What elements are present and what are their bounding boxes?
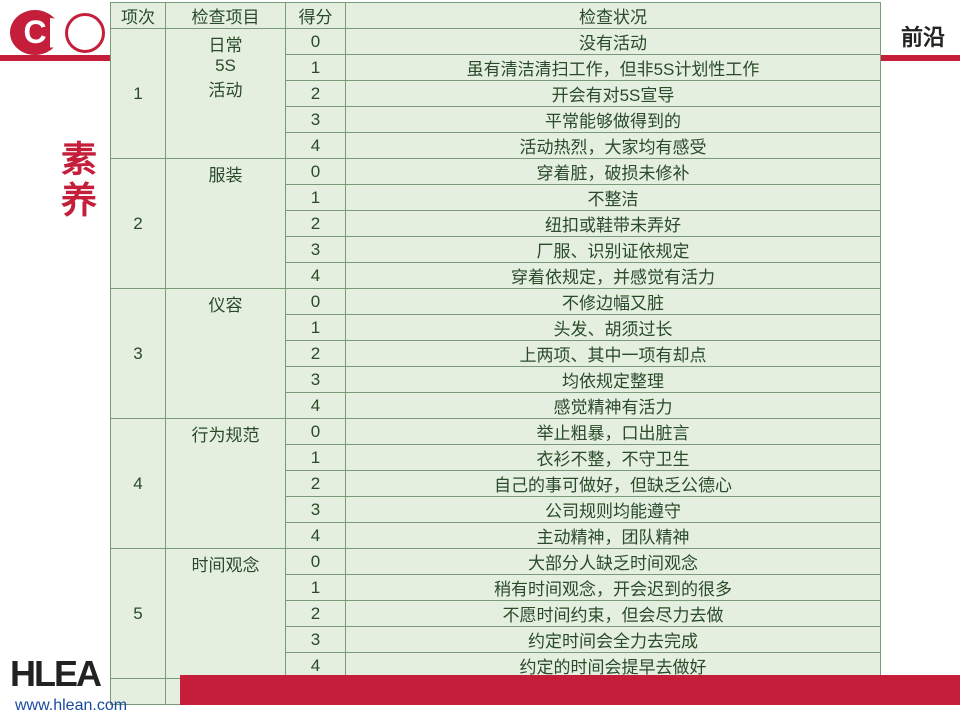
cell-status: 约定时间会全力去完成 <box>346 627 881 653</box>
side-title: 素养 <box>50 140 102 222</box>
cell-status: 不愿时间约束，但会尽力去做 <box>346 601 881 627</box>
cell-score: 0 <box>286 159 346 185</box>
cell-status: 头发、胡须过长 <box>346 315 881 341</box>
bottom-red-bar <box>180 675 960 705</box>
cell-score: 4 <box>286 393 346 419</box>
table-row: 5时间观念0大部分人缺乏时间观念 <box>111 549 881 575</box>
cell-status: 厂服、识别证依规定 <box>346 237 881 263</box>
top-right-text: 前沿 <box>901 20 945 52</box>
cell-status: 穿着依规定，并感觉有活力 <box>346 263 881 289</box>
cell-score: 2 <box>286 211 346 237</box>
cell-score: 3 <box>286 497 346 523</box>
logo-ring-icon <box>65 13 105 53</box>
cell-item: 行为规范 <box>166 419 286 549</box>
bottom-logo: HLEA <box>10 653 100 695</box>
cell-status: 不修边幅又脏 <box>346 289 881 315</box>
cell-status: 自己的事可做好，但缺乏公德心 <box>346 471 881 497</box>
cell-score: 1 <box>286 575 346 601</box>
cell-idx: 3 <box>111 289 166 419</box>
cell-score: 0 <box>286 289 346 315</box>
cell-score: 1 <box>286 185 346 211</box>
cell-score: 3 <box>286 367 346 393</box>
cell-status: 开会有对5S宣导 <box>346 81 881 107</box>
cell-status: 感觉精神有活力 <box>346 393 881 419</box>
cell-status: 活动热烈，大家均有感受 <box>346 133 881 159</box>
cell-item: 日常 5S 活动 <box>166 29 286 159</box>
cell-score: 1 <box>286 55 346 81</box>
cell-status: 没有活动 <box>346 29 881 55</box>
cell-idx: 2 <box>111 159 166 289</box>
cell-status: 衣衫不整，不守卫生 <box>346 445 881 471</box>
header-idx: 项次 <box>111 3 166 29</box>
cell-score: 4 <box>286 263 346 289</box>
cell-status: 不整洁 <box>346 185 881 211</box>
cell-score: 2 <box>286 601 346 627</box>
cell-status: 上两项、其中一项有却点 <box>346 341 881 367</box>
cell-idx: 1 <box>111 29 166 159</box>
cell-item: 服装 <box>166 159 286 289</box>
cell-score: 3 <box>286 237 346 263</box>
cell-status: 稍有时间观念，开会迟到的很多 <box>346 575 881 601</box>
cell-score: 4 <box>286 133 346 159</box>
cell-score: 0 <box>286 29 346 55</box>
cell-status: 公司规则均能遵守 <box>346 497 881 523</box>
logo-c-icon: C <box>10 10 60 55</box>
cell-status: 虽有清洁清扫工作，但非5S计划性工作 <box>346 55 881 81</box>
cell-score: 2 <box>286 81 346 107</box>
cell-score: 4 <box>286 523 346 549</box>
table-row: 4行为规范0举止粗暴，口出脏言 <box>111 419 881 445</box>
cell-item: 时间观念 <box>166 549 286 679</box>
cell-status: 纽扣或鞋带未弄好 <box>346 211 881 237</box>
cell-idx: 5 <box>111 549 166 679</box>
cell-score: 0 <box>286 549 346 575</box>
table-header-row: 项次 检查项目 得分 检查状况 <box>111 3 881 29</box>
table-row: 3仪容0不修边幅又脏 <box>111 289 881 315</box>
logo-text-h: HLEA <box>10 653 100 694</box>
header-item: 检查项目 <box>166 3 286 29</box>
checklist-table: 项次 检查项目 得分 检查状况 1日常 5S 活动0没有活动1虽有清洁清扫工作，… <box>110 2 881 705</box>
cell-score: 1 <box>286 445 346 471</box>
table-row: 2服装0穿着脏，破损未修补 <box>111 159 881 185</box>
cell-score: 0 <box>286 419 346 445</box>
cell-status: 平常能够做得到的 <box>346 107 881 133</box>
cell-item: 仪容 <box>166 289 286 419</box>
bottom-url: www.hlean.com <box>15 697 127 715</box>
cell-score: 2 <box>286 471 346 497</box>
top-logo: C <box>10 10 105 55</box>
header-score: 得分 <box>286 3 346 29</box>
table-row: 1日常 5S 活动0没有活动 <box>111 29 881 55</box>
header-status: 检查状况 <box>346 3 881 29</box>
cell-score: 1 <box>286 315 346 341</box>
cell-status: 均依规定整理 <box>346 367 881 393</box>
cell-score: 3 <box>286 627 346 653</box>
cell-idx: 4 <box>111 419 166 549</box>
cell-score: 3 <box>286 107 346 133</box>
cell-status: 举止粗暴，口出脏言 <box>346 419 881 445</box>
cell-status: 穿着脏，破损未修补 <box>346 159 881 185</box>
cell-score: 2 <box>286 341 346 367</box>
cell-status: 主动精神，团队精神 <box>346 523 881 549</box>
cell-status: 大部分人缺乏时间观念 <box>346 549 881 575</box>
